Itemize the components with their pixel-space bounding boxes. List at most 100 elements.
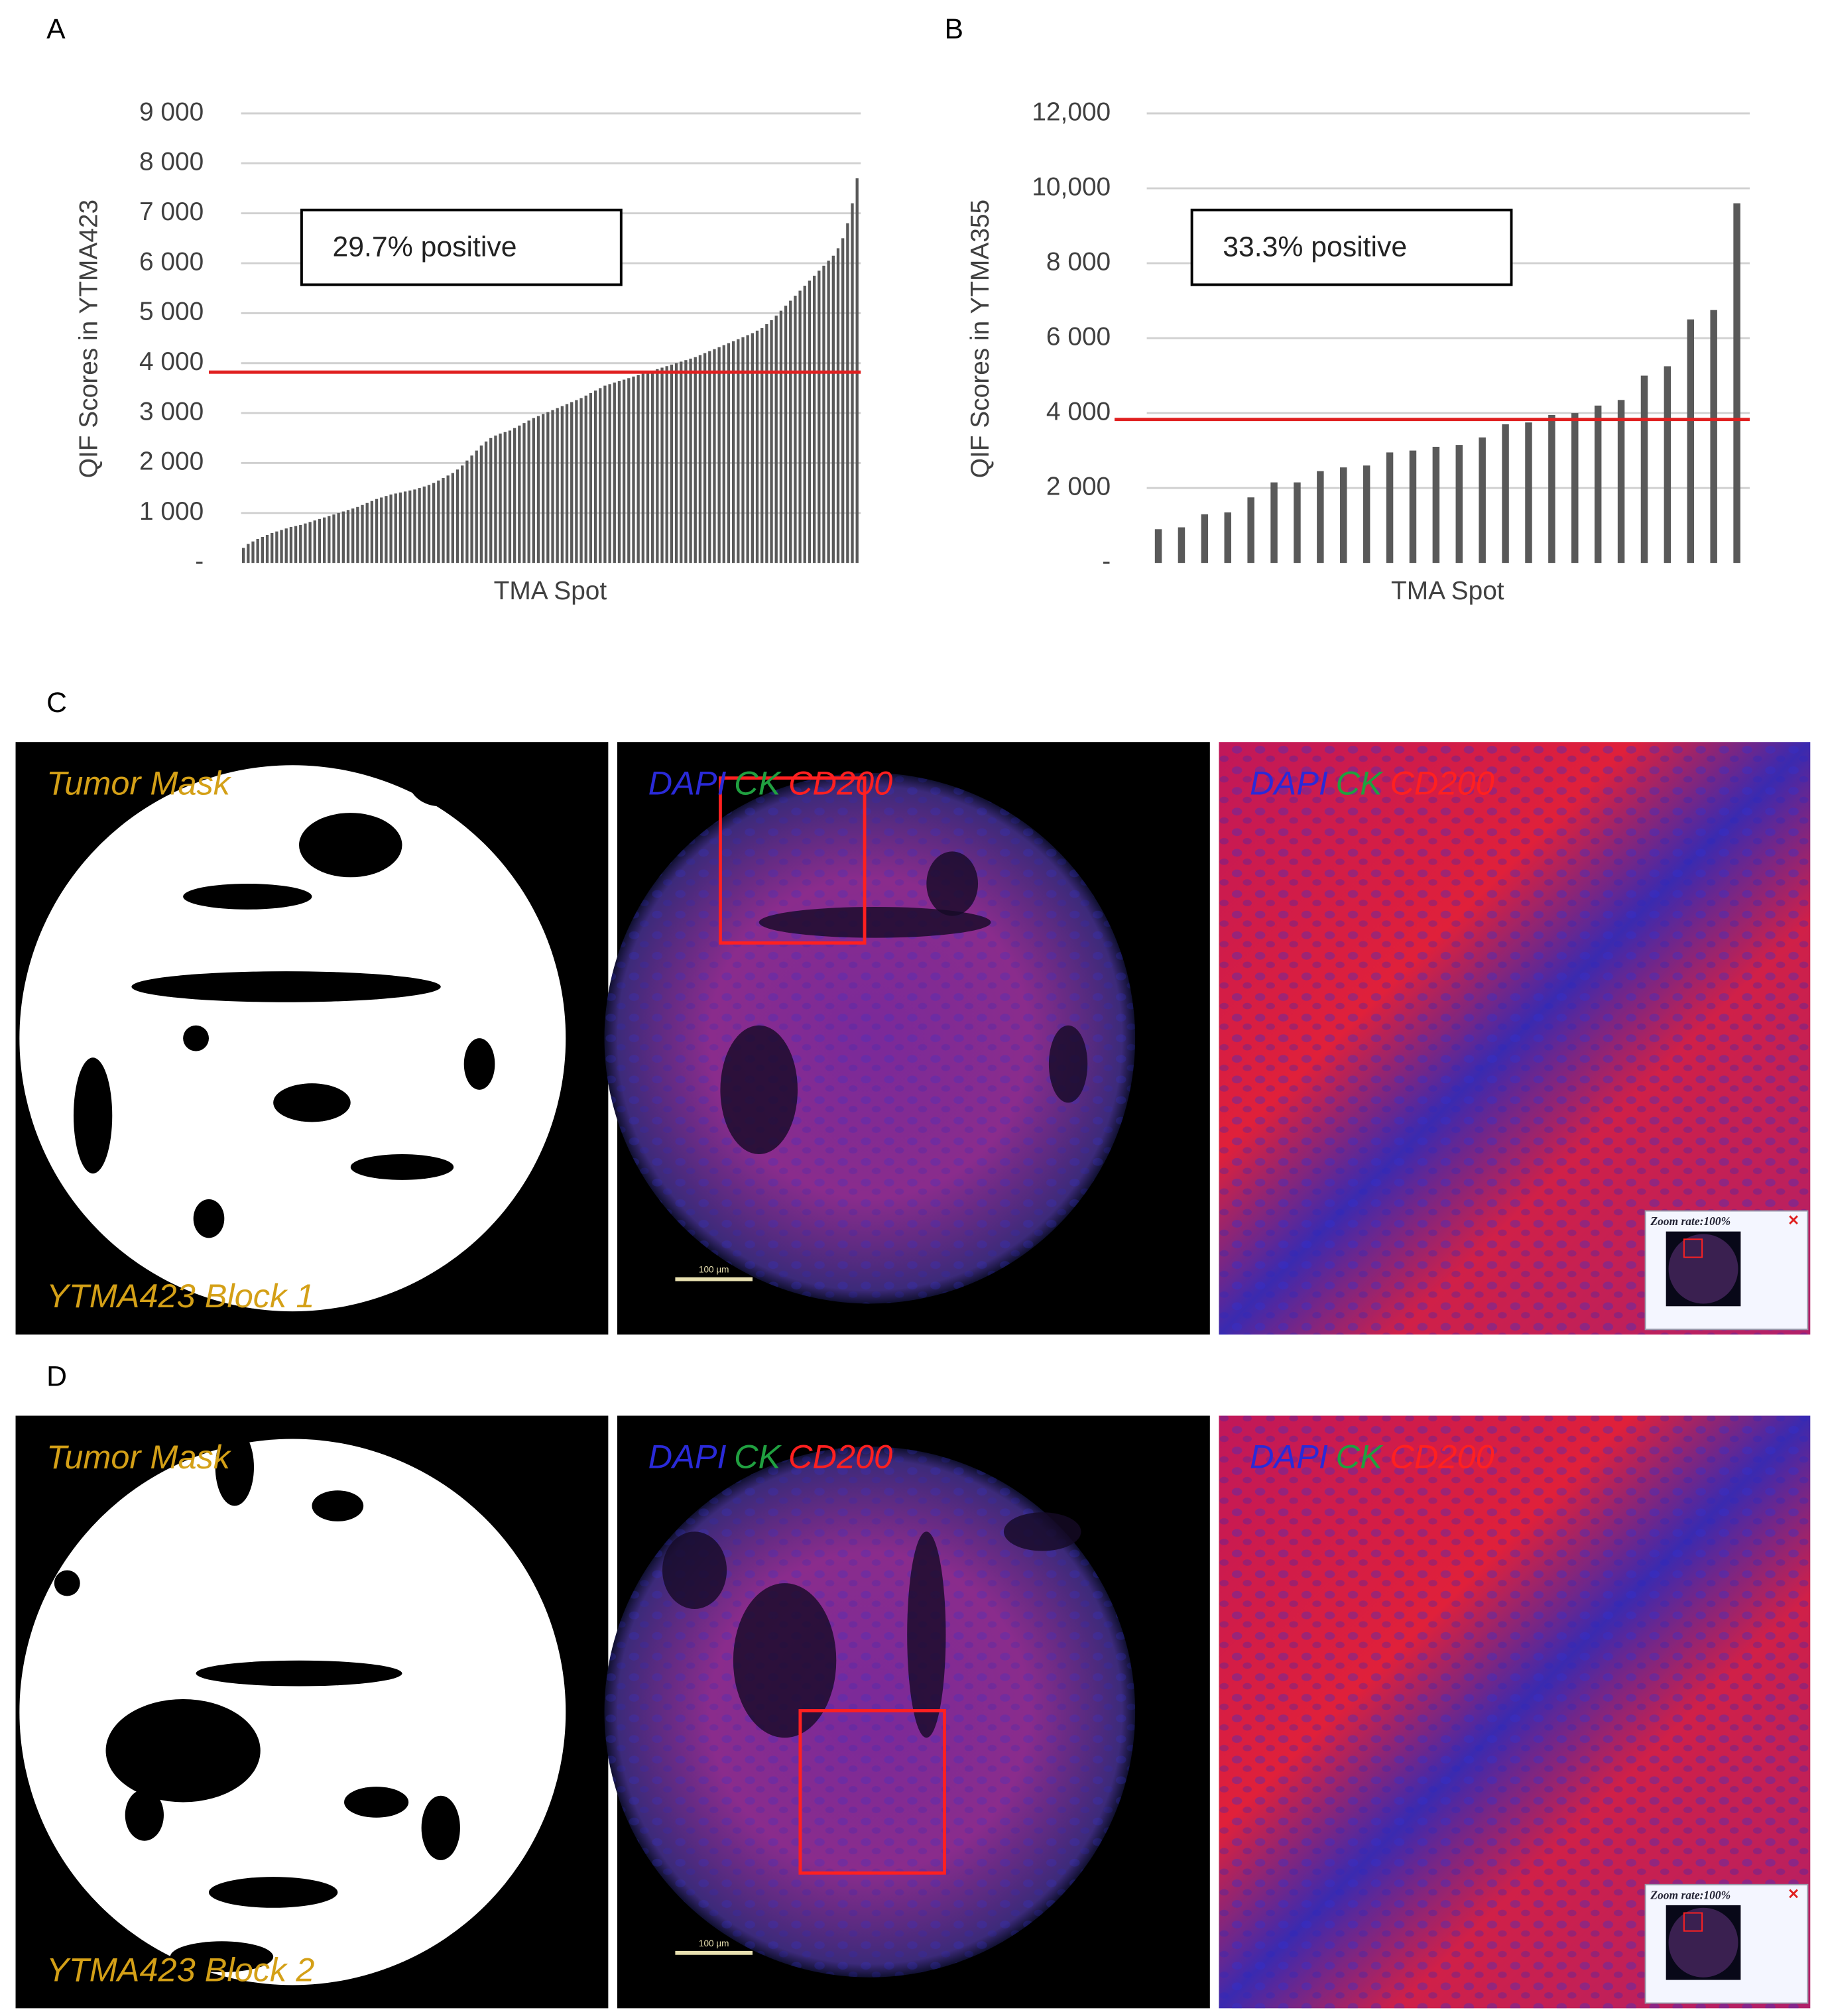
tissue-texture xyxy=(604,772,1136,1304)
bar xyxy=(1294,482,1301,563)
y-tick-label: 3 000 xyxy=(139,397,204,426)
mask-hole xyxy=(312,1490,364,1521)
block-label: YTMA423 Block 2 xyxy=(46,1950,314,1988)
bar xyxy=(1455,445,1463,563)
mask-label: Tumor Mask xyxy=(46,1438,232,1476)
bar xyxy=(784,306,788,563)
bar xyxy=(646,372,650,563)
mask-hole xyxy=(73,1057,113,1174)
bar xyxy=(737,339,740,563)
channel-label: CK xyxy=(734,764,782,802)
bar xyxy=(637,375,640,563)
bar xyxy=(256,538,259,563)
y-tick-label: 8 000 xyxy=(139,148,204,176)
panel-label: A xyxy=(46,13,66,45)
bar xyxy=(375,499,379,563)
bar xyxy=(660,367,664,563)
bar xyxy=(593,390,597,563)
bar xyxy=(613,383,616,563)
mask-label: Tumor Mask xyxy=(46,764,232,802)
bar xyxy=(665,366,668,563)
bar xyxy=(674,363,678,563)
bar xyxy=(1548,414,1555,563)
bar xyxy=(275,531,278,563)
bar xyxy=(1502,424,1509,563)
bar xyxy=(242,548,245,563)
channel-labels: DAPI CK CD200 xyxy=(1250,764,1494,802)
bar xyxy=(841,238,845,563)
channel-label: CK xyxy=(1336,1438,1384,1476)
bar xyxy=(565,404,569,563)
bar xyxy=(294,526,298,563)
y-tick-label: 7 000 xyxy=(139,198,204,226)
bar xyxy=(827,261,830,563)
mask-hole xyxy=(421,1795,460,1860)
bar xyxy=(1409,450,1417,563)
bar xyxy=(1525,422,1532,563)
bar xyxy=(741,337,745,563)
inset-label: Zoom rate:100% xyxy=(1650,1215,1731,1228)
inset-label: Zoom rate:100% xyxy=(1650,1888,1731,1901)
bar xyxy=(755,330,759,563)
bar xyxy=(1432,446,1440,563)
bar xyxy=(670,365,674,563)
zoom-region xyxy=(718,776,867,945)
y-tick-label: 5 000 xyxy=(139,298,204,326)
bar xyxy=(1154,529,1162,563)
bar xyxy=(680,361,683,563)
y-axis-label: QIF Scores in YTMA423 xyxy=(74,200,103,478)
bar xyxy=(760,328,764,563)
mask-hole xyxy=(463,1038,495,1090)
bar xyxy=(1571,413,1579,563)
bar xyxy=(789,300,792,563)
channel-label: DAPI xyxy=(1250,1438,1328,1476)
bar xyxy=(622,379,626,563)
bar xyxy=(542,414,545,563)
y-tick-label: 10,000 xyxy=(1032,172,1111,201)
mask-hole xyxy=(54,1570,80,1596)
mask-hole xyxy=(170,1941,274,1972)
channel-label: CD200 xyxy=(1390,1438,1494,1476)
tissue-stroma xyxy=(1003,1512,1081,1551)
bar xyxy=(299,524,302,563)
tissue-stroma xyxy=(907,1531,946,1738)
channel-label: CD200 xyxy=(788,764,892,802)
bar xyxy=(575,400,578,563)
panel-label: D xyxy=(46,1360,67,1392)
bar xyxy=(499,433,502,563)
bar xyxy=(1247,497,1254,563)
bar xyxy=(617,381,621,563)
bar xyxy=(731,341,735,563)
channel-label: DAPI xyxy=(1250,764,1328,802)
y-tick-label: 6 000 xyxy=(1046,322,1111,351)
bar xyxy=(470,455,473,563)
bar xyxy=(560,406,564,563)
y-axis-label: QIF Scores in YTMA355 xyxy=(966,200,995,478)
bar xyxy=(1340,467,1347,563)
bar xyxy=(1664,366,1671,563)
bar xyxy=(818,270,821,563)
panel-label: B xyxy=(945,13,964,45)
bar xyxy=(451,473,454,563)
bar xyxy=(318,518,322,563)
channel-label: CK xyxy=(1336,764,1384,802)
inset-core xyxy=(1668,1234,1738,1304)
bar xyxy=(346,510,350,563)
mask-hole xyxy=(273,1083,351,1122)
scale-bar-label: 100 µm xyxy=(699,1938,729,1948)
bar xyxy=(651,371,654,563)
channel-labels: DAPI CK CD200 xyxy=(648,764,893,802)
bar xyxy=(727,343,731,563)
bar xyxy=(380,497,383,563)
bar xyxy=(446,475,450,563)
bar xyxy=(589,392,593,563)
bar xyxy=(1479,437,1486,563)
bar xyxy=(632,377,635,563)
bar xyxy=(442,478,445,563)
channel-label: CK xyxy=(734,1438,782,1476)
mask-hole xyxy=(131,971,441,1002)
bar xyxy=(289,526,293,563)
bar xyxy=(432,483,436,563)
tissue-stroma xyxy=(1048,1025,1088,1103)
mask-hole xyxy=(299,813,402,878)
